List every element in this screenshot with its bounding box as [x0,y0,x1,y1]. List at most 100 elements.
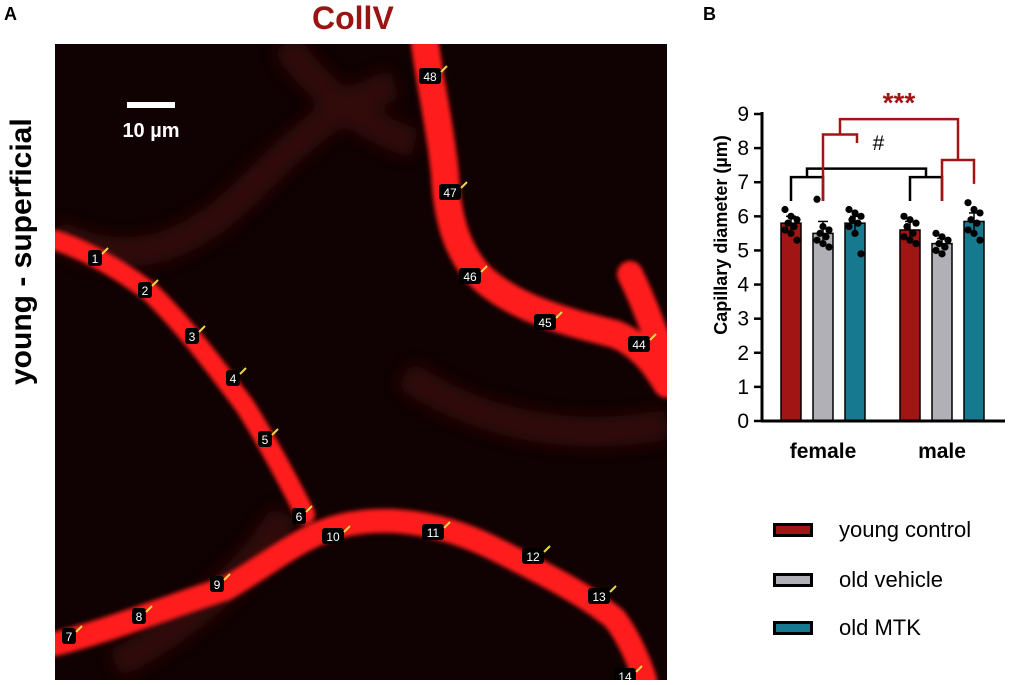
data-point [964,199,972,207]
segment-label-bg [138,282,152,298]
segment-label-text: 47 [443,186,457,200]
segment-tick [343,525,351,533]
y-tick-label: 3 [737,308,749,331]
data-point [854,219,862,227]
data-point [976,209,984,217]
segment-label-bg [522,548,544,564]
segment-label: 5 [258,428,279,447]
segment-label: 46 [459,265,488,284]
data-point [822,233,830,241]
y-tick-label: 5 [737,239,749,262]
data-point [935,240,943,248]
segment-label: 44 [628,333,657,352]
x-tick-label: female [790,440,857,463]
segment-label: 7 [62,625,83,644]
data-point [976,236,984,244]
segment-label-text: 48 [423,70,437,84]
segment-tick [635,665,643,673]
panel-b-letter: B [703,4,716,24]
data-point [790,222,798,231]
segment-tick [75,625,83,633]
segment-tick [305,505,313,513]
data-point [787,212,795,220]
segment-tick [543,545,551,553]
segment-label-text: 11 [427,526,440,540]
segment-tick [609,585,617,593]
data-point [851,209,859,217]
data-point [932,229,940,237]
segment-label: 9 [210,573,231,592]
panel-a-letter: A [4,4,17,24]
legend-item: young control [773,516,971,544]
segment-label: 11 [422,521,451,540]
x-axis: female male [761,419,1005,463]
legend-label: young control [839,517,972,542]
segment-label-bg [132,608,146,624]
segment-label: 4 [226,367,247,386]
segment-tick [101,247,109,255]
data-point [781,226,789,234]
data-point [813,195,821,203]
data-point [906,216,914,224]
data-point [825,243,833,251]
segment-label: 47 [439,181,468,200]
segment-label-text: 6 [296,510,303,524]
segment-label-text: 3 [189,330,196,344]
micrograph-image: 10 µm 1 2 3 4 5 6 7 8 9 10 11 12 13 14 44 45 46 47 48 [43,30,681,685]
significance-brackets: # *** [789,87,976,201]
annotation-stars: *** [883,87,916,118]
segment-label-bg [226,370,240,386]
segment-tick [460,181,468,189]
micrograph-title: CollV [312,0,394,36]
data-point [941,243,949,251]
vessel-right-edge [617,261,680,377]
x-tick-label: male [918,440,966,463]
y-tick-label: 7 [737,171,749,194]
data-point [781,205,789,214]
bar [963,220,985,422]
bar [812,232,834,422]
segment-label-bg [534,314,556,330]
segment-label-bg [292,508,306,524]
data-point [938,250,946,258]
vessel-bottom [43,508,657,685]
y-tick-label: 1 [737,376,749,399]
segment-label-bg [459,268,481,284]
data-point [906,236,914,244]
segment-label: 8 [132,605,153,624]
data-point [793,236,801,244]
segment-label-text: 44 [632,338,646,352]
segment-label-bg [88,250,102,266]
segment-tick [443,521,451,529]
segment-label: 1 [88,247,109,266]
segment-label-bg [322,528,344,544]
segment-label: 2 [138,279,159,298]
segment-label-text: 45 [538,316,552,330]
data-point [825,226,833,234]
legend-item: old vehicle [773,566,943,594]
segment-label-bg [439,184,461,200]
legend-swatch [773,573,813,587]
data-point [857,250,865,258]
segment-tick [151,279,159,287]
segment-label: 48 [419,65,448,84]
segment-tick [480,265,488,273]
bar-chart: Capillary diameter (µm) 0 1 2 3 4 5 6 7 8 9 femal… [711,87,1005,463]
data-point [816,229,824,237]
segment-label: 45 [534,311,563,330]
data-point [857,212,865,220]
data-point [900,212,908,220]
segment-label-text: 12 [526,550,540,564]
bar [780,222,802,422]
data-point [900,233,908,241]
bar [899,229,921,422]
data-point [967,216,975,224]
y-tick-label: 4 [737,274,749,297]
legend-item: old MTK [773,614,921,642]
legend-swatch [773,621,813,635]
segment-tick [145,605,153,613]
segment-label-bg [258,431,272,447]
y-tick-label: 0 [737,410,749,433]
